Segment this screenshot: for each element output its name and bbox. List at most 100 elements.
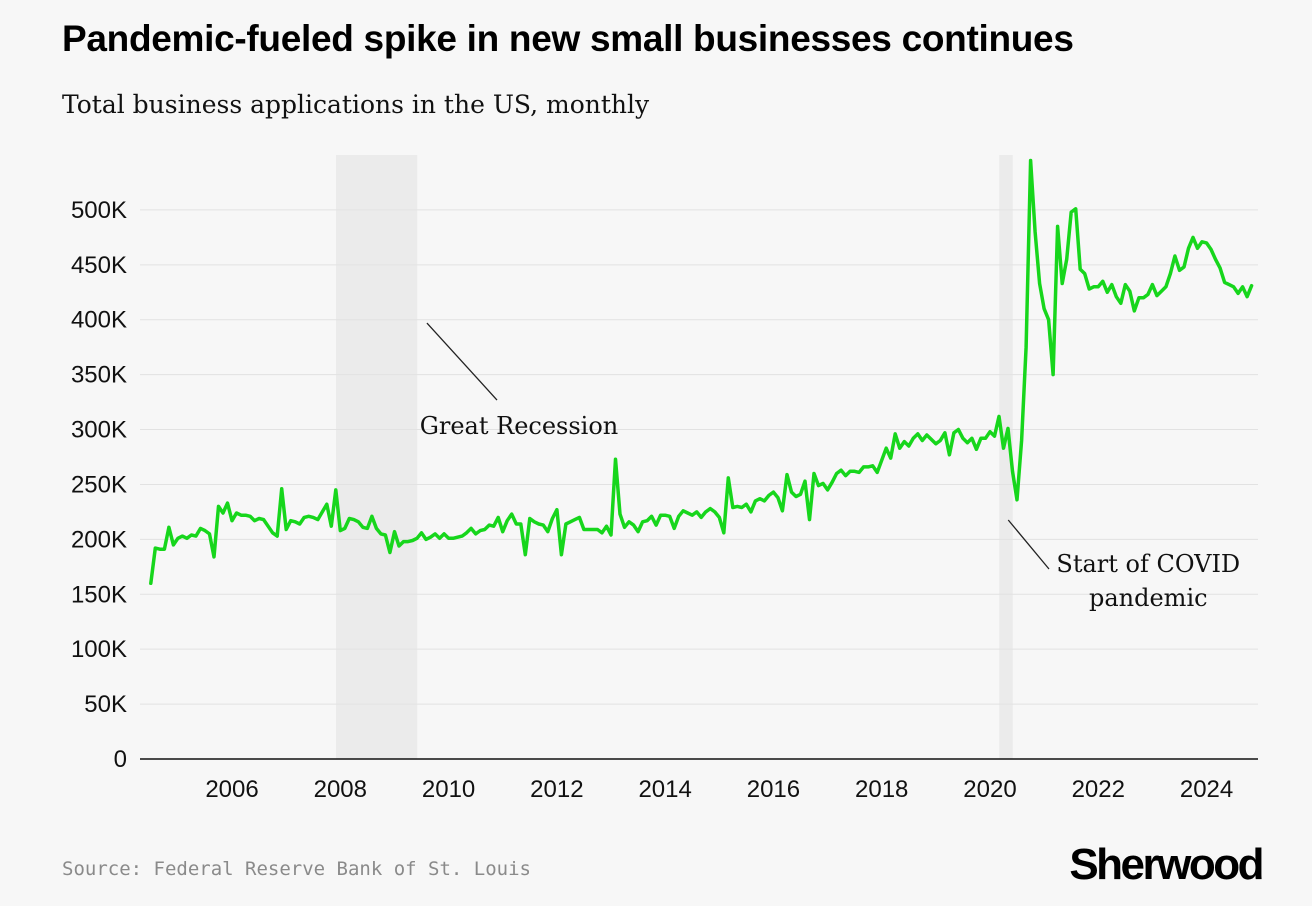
data-point (749, 510, 753, 514)
data-point (158, 548, 162, 551)
series-line (149, 158, 1254, 586)
data-point (763, 499, 766, 503)
data-point (898, 447, 901, 450)
data-point (515, 522, 518, 526)
data-point (1047, 318, 1050, 321)
data-point (582, 528, 586, 531)
data-point (203, 529, 207, 532)
data-point (352, 518, 355, 521)
data-point (546, 530, 549, 533)
data-point (447, 537, 450, 540)
data-point (469, 527, 473, 530)
x-axis: 2006 2008 2010 2012 2014 2016 2018 2020 2022 2024 (205, 776, 1233, 803)
y-tick-label: 0 (114, 746, 127, 773)
data-point (506, 519, 509, 522)
data-point (393, 530, 396, 533)
data-point (420, 531, 423, 534)
data-point (424, 538, 428, 541)
data-point (564, 522, 568, 526)
shaded-period-1 (335, 155, 418, 759)
data-point (366, 527, 369, 530)
data-point (330, 525, 333, 528)
data-point (894, 432, 897, 436)
data-point (1178, 269, 1181, 272)
data-point (1227, 283, 1231, 286)
data-point (217, 505, 220, 508)
data-point (808, 518, 811, 521)
data-point (226, 501, 229, 505)
data-point (456, 536, 459, 539)
data-point (542, 523, 545, 527)
data-point (348, 517, 351, 520)
data-point (988, 430, 992, 433)
data-point (609, 533, 613, 537)
data-point (821, 482, 825, 485)
data-point (321, 510, 324, 514)
data-point (294, 520, 297, 523)
data-point (668, 515, 671, 518)
data-point (930, 438, 933, 441)
data-point (758, 497, 762, 500)
y-tick-label: 250K (71, 471, 127, 498)
data-point (1182, 265, 1186, 269)
data-point (519, 522, 522, 526)
x-tick-label: 2018 (855, 776, 908, 803)
data-point (1205, 241, 1208, 245)
data-point (253, 519, 256, 522)
data-point (154, 546, 157, 550)
data-point (1142, 296, 1145, 299)
data-point (185, 537, 189, 540)
data-point (627, 520, 631, 523)
data-point (1137, 296, 1141, 299)
data-point (1151, 283, 1154, 286)
gridlines (140, 209, 1258, 760)
x-tick-label: 2016 (747, 776, 800, 803)
data-point (691, 514, 694, 517)
data-point (1106, 291, 1109, 294)
data-point (1241, 285, 1244, 288)
data-point (975, 448, 978, 451)
data-point (966, 441, 969, 444)
x-tick-label: 2010 (422, 776, 475, 803)
data-point (221, 511, 225, 515)
data-point (659, 514, 662, 517)
data-point (857, 471, 861, 474)
data-point (1015, 498, 1019, 501)
x-tick-label: 2006 (205, 776, 258, 803)
data-point (686, 511, 689, 515)
data-point (239, 514, 243, 517)
data-point (285, 528, 288, 531)
data-point (266, 525, 270, 528)
data-point (555, 508, 559, 511)
data-point (745, 503, 748, 506)
data-point (172, 543, 175, 547)
data-point (1029, 159, 1032, 162)
data-point (889, 456, 892, 460)
data-point (433, 532, 437, 536)
data-point (785, 473, 789, 476)
data-point (438, 537, 441, 540)
data-point (465, 531, 468, 534)
data-point (411, 539, 414, 542)
data-point (230, 519, 234, 522)
data-point (248, 515, 252, 518)
data-point (970, 437, 974, 440)
data-point (605, 525, 608, 528)
data-point (1133, 309, 1136, 313)
data-point (510, 512, 513, 516)
data-point (573, 518, 577, 521)
data-point (853, 470, 856, 473)
data-point (298, 522, 301, 526)
data-point (1079, 268, 1082, 271)
data-point (1074, 207, 1077, 210)
data-point (709, 507, 712, 510)
data-point (912, 437, 915, 440)
data-point (384, 533, 387, 537)
data-point (276, 534, 279, 538)
y-tick-label: 50K (84, 691, 127, 718)
data-point (370, 515, 374, 518)
annotation-leader-covid (1007, 519, 1050, 570)
data-point (1002, 447, 1005, 450)
x-tick-label: 2024 (1180, 776, 1233, 803)
data-point (848, 470, 852, 473)
